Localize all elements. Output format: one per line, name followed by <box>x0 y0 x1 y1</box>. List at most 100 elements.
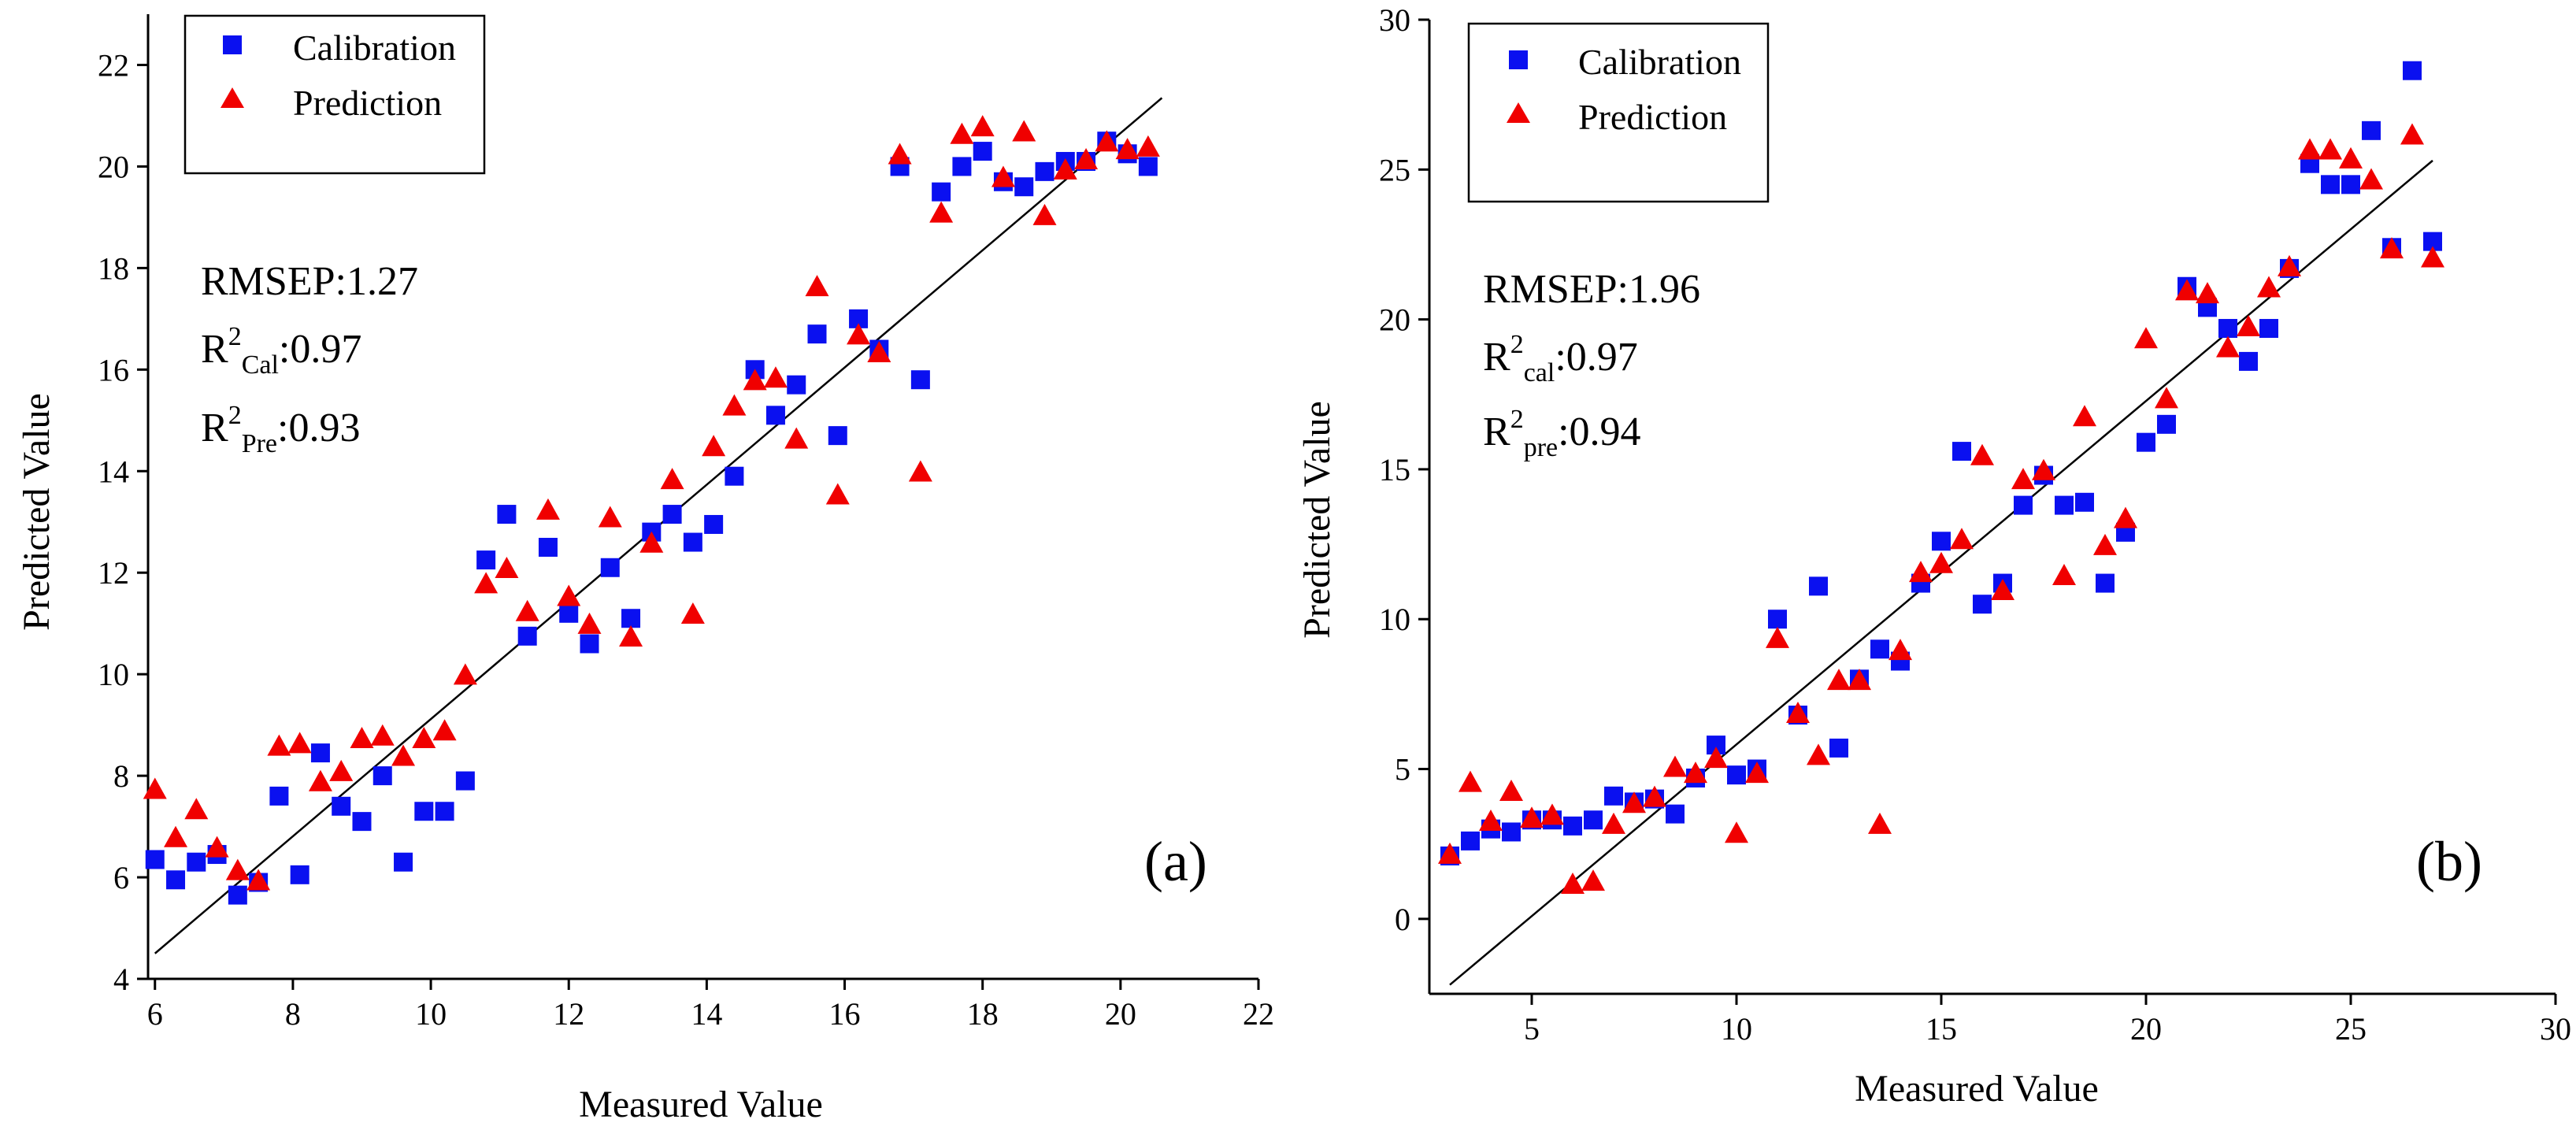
r2-pre-sub-a: Pre <box>242 429 277 458</box>
chart-panel-b: 5 10 15 20 25 30 0 5 10 15 20 25 30 Calibration Pred… <box>1296 2 2571 1110</box>
prediction-point-a <box>991 165 1015 187</box>
prediction-point-a <box>225 858 250 880</box>
prediction-point-b <box>1622 791 1646 813</box>
calibration-point-b <box>1461 831 1480 850</box>
calibration-point-b <box>2403 61 2422 80</box>
y-tick-label-b: 25 <box>1379 152 1410 187</box>
prediction-point-a <box>867 340 891 362</box>
prediction-point-b <box>2093 533 2117 555</box>
legend-calibration-label-a: Calibration <box>293 28 456 68</box>
calibration-point-b <box>1932 532 1951 551</box>
prediction-point-b <box>2339 146 2363 169</box>
prediction-point-a <box>329 759 354 781</box>
prediction-point-b <box>1663 755 1687 777</box>
calibration-point-a <box>517 626 537 646</box>
prediction-point-b <box>1704 747 1728 769</box>
prediction-point-a <box>143 777 167 799</box>
calibration-point-a <box>973 142 992 161</box>
y-tick-label-a: 22 <box>98 47 129 83</box>
prediction-point-b <box>2400 123 2424 145</box>
y-tick-label-a: 14 <box>98 454 129 489</box>
calibration-point-b <box>2096 573 2115 593</box>
calibration-point-a <box>952 157 972 176</box>
prediction-point-b <box>2380 237 2404 259</box>
calibration-point-b <box>2321 175 2340 195</box>
prediction-point-a <box>1095 130 1119 152</box>
prediction-point-b <box>2032 458 2055 480</box>
legend-a: Calibration Prediction <box>183 14 486 175</box>
prediction-point-a <box>908 460 932 482</box>
prediction-point-b <box>1970 443 1994 465</box>
prediction-point-b <box>2237 315 2260 337</box>
prediction-point-a <box>1136 135 1160 157</box>
y-tick-label-b: 30 <box>1379 2 1410 38</box>
x-tick-label-b: 20 <box>2130 1011 2162 1047</box>
stats-a: RMSEP:1.27 R2Cal:0.97 R2Pre:0.93 <box>201 259 418 458</box>
prediction-point-b <box>2011 468 2035 490</box>
prediction-point-b <box>1950 528 1974 550</box>
calibration-point-a <box>352 812 372 832</box>
prediction-point-a <box>308 769 332 791</box>
prediction-point-a <box>1115 138 1140 160</box>
prediction-point-a <box>1012 120 1036 142</box>
y-tick-label-a: 4 <box>113 962 129 997</box>
r2-pre-value-b: :0.94 <box>1558 410 1640 454</box>
y-tick-label-b: 10 <box>1379 602 1410 637</box>
calibration-point-b <box>1973 595 1992 614</box>
calibration-point-a <box>910 370 930 390</box>
r2-cal-sup-b: 2 <box>1510 330 1524 359</box>
prediction-point-b <box>1684 762 1707 784</box>
prediction-point-a <box>453 663 477 685</box>
calibration-point-a <box>828 426 847 446</box>
y-tick-label-a: 18 <box>98 250 129 286</box>
prediction-point-a <box>825 483 850 505</box>
r2-cal-sub-b: cal <box>1524 358 1555 387</box>
x-tick-label-a: 6 <box>147 996 163 1032</box>
calibration-point-b <box>1727 765 1746 785</box>
x-tick-label-b: 25 <box>2335 1011 2367 1047</box>
prediction-point-b <box>2298 138 2322 160</box>
legend-prediction-label-a: Prediction <box>293 83 442 123</box>
calibration-point-b <box>2239 351 2258 371</box>
calibration-point-a <box>497 505 517 524</box>
y-tick-label-a: 12 <box>98 555 129 591</box>
prediction-point-b <box>2359 168 2383 190</box>
x-tick-label-a: 16 <box>829 996 861 1032</box>
r2-cal-sup-a: 2 <box>228 322 242 351</box>
prediction-point-a <box>888 143 912 165</box>
prediction-point-a <box>598 506 622 528</box>
prediction-point-a <box>722 394 747 416</box>
prediction-point-b <box>2257 276 2281 298</box>
calibration-point-a <box>725 466 744 486</box>
r2-pre-sub-b: pre <box>1524 433 1558 462</box>
prediction-point-a <box>743 369 767 391</box>
calibration-point-a <box>621 609 641 628</box>
prediction-point-a <box>784 427 809 449</box>
calibration-point-a <box>187 852 206 872</box>
x-tick-label-b: 30 <box>2540 1011 2571 1047</box>
prediction-point-b <box>2421 246 2444 268</box>
legend-prediction-marker-b <box>1507 102 1530 123</box>
prediction-point-a <box>950 122 974 144</box>
x-tick-label-b: 15 <box>1926 1011 1957 1047</box>
prediction-point-a <box>246 869 271 891</box>
legend-calibration-label-b: Calibration <box>1578 42 1741 82</box>
calibration-point-a <box>332 796 351 816</box>
y-tick-label-b: 5 <box>1395 752 1410 788</box>
x-tick-label-a: 18 <box>967 996 999 1032</box>
rmsep-value-a: 1.27 <box>347 259 418 304</box>
r2-cal-base-b: R <box>1483 335 1510 380</box>
calibration-point-a <box>765 406 785 425</box>
calibration-point-a <box>145 850 165 869</box>
prediction-point-b <box>2278 254 2301 276</box>
prediction-point-b <box>2175 279 2199 301</box>
calibration-point-b <box>1502 822 1521 842</box>
calibration-point-b <box>1829 738 1848 758</box>
prediction-point-a <box>680 602 705 624</box>
prediction-point-b <box>2196 282 2219 304</box>
calibration-point-a <box>373 766 392 786</box>
r2-pre-base-a: R <box>201 406 228 450</box>
calibration-point-a <box>269 786 289 806</box>
prediction-point-b <box>1807 743 1830 765</box>
